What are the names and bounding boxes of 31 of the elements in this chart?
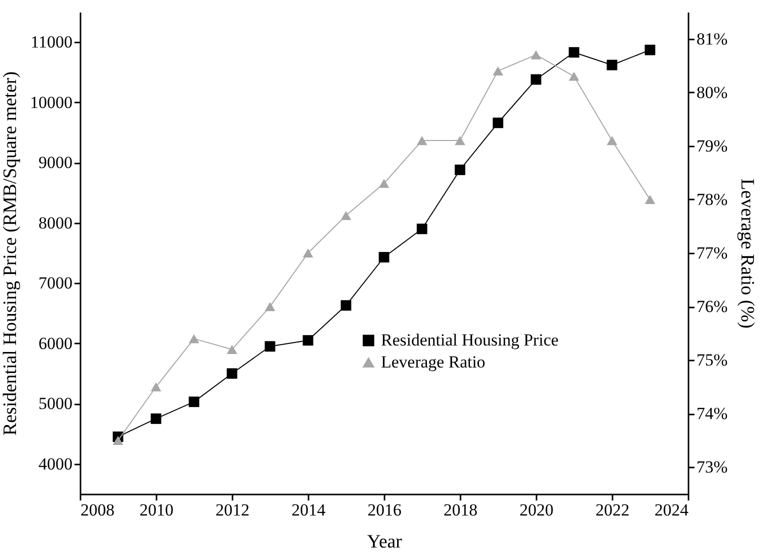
y2-tick-label: 80% [696, 82, 728, 102]
y-tick-label: 5000 [38, 394, 72, 414]
y2-tick-label: 79% [696, 136, 728, 156]
y-tick-label: 6000 [38, 334, 72, 353]
x-tick-label: 2010 [140, 500, 174, 520]
x-tick-label: 2022 [596, 500, 630, 520]
legend-label: Leverage Ratio [381, 352, 486, 372]
y2-axis-title: Leverage Ratio (%) [736, 178, 758, 328]
y2-tick-label: 76% [696, 297, 728, 316]
y2-tick-label: 73% [696, 458, 728, 477]
y-axis-title: Residential Housing Price (RMB/Square meter) [0, 71, 21, 436]
x-tick-label: 2014 [292, 500, 326, 520]
y2-tick-label: 74% [696, 404, 728, 424]
y-tick-label: 10000 [30, 92, 72, 112]
x-tick-label: 2016 [368, 500, 402, 520]
y-tick-label: 9000 [38, 153, 72, 172]
y-tick-label: 8000 [38, 213, 72, 232]
y-tick-label: 7000 [38, 274, 72, 293]
x-tick-label: 2008 [80, 500, 114, 520]
y-tick-label: 4000 [38, 454, 72, 474]
x-tick-label: 2018 [444, 500, 478, 520]
y2-tick-label: 77% [696, 244, 728, 262]
x-tick-label: 2012 [216, 500, 250, 520]
legend-label: Residential Housing Price [381, 330, 559, 350]
y2-tick-label: 81% [696, 29, 728, 48]
x-axis-title: Year [366, 532, 403, 552]
y2-tick-label: 78% [696, 190, 728, 209]
x-tick-label: 2024 [654, 500, 689, 520]
y-tick-label: 11000 [30, 32, 72, 52]
x-tick-label: 2020 [520, 500, 554, 520]
y2-tick-label: 75% [696, 350, 728, 370]
